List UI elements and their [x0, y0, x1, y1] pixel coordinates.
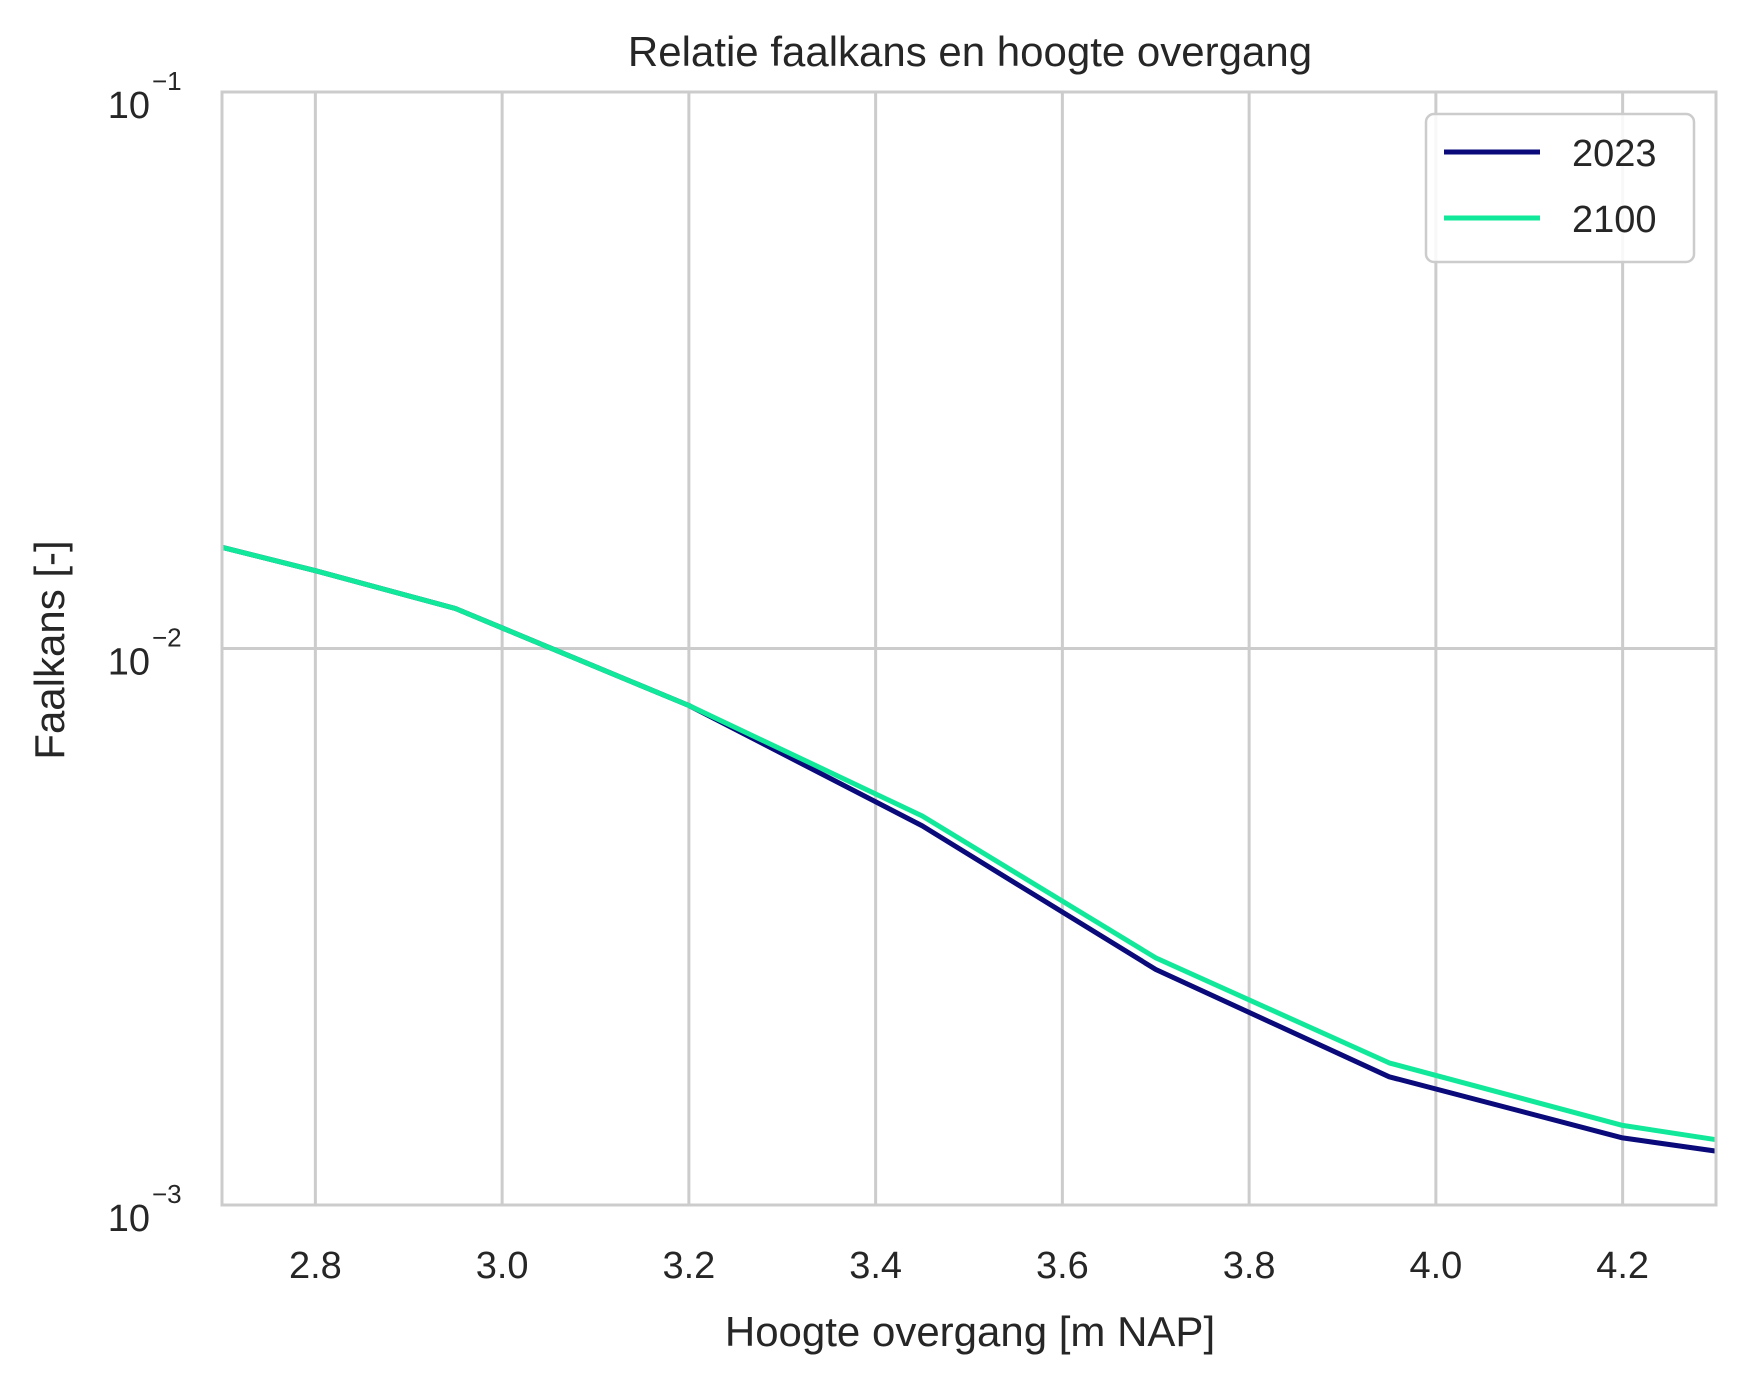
plot-frame: [220, 90, 1718, 1207]
series-line-2100: [221, 544, 1717, 1143]
x-tick-label: 4.0: [1409, 1245, 1462, 1287]
x-tick-label: 3.2: [662, 1245, 715, 1287]
y-tick-exponent: −2: [152, 623, 182, 653]
x-tick-label: 4.2: [1596, 1245, 1649, 1287]
x-tick-label: 3.4: [849, 1245, 902, 1287]
y-axis-label: Faalkans [-]: [26, 540, 73, 759]
x-tick-label: 2.8: [289, 1245, 342, 1287]
x-axis-label: Hoogte overgang [m NAP]: [725, 1308, 1215, 1355]
x-tick-labels: 2.8 3.0 3.2 3.4 3.6 3.8 4.0 4.2: [289, 1245, 1649, 1287]
x-tick-label: 3.8: [1223, 1245, 1276, 1287]
y-tick-labels: 10−110−210−3: [108, 66, 182, 1240]
y-tick-label: 10: [108, 85, 150, 127]
x-tick-label: 3.0: [476, 1245, 529, 1287]
y-tick-exponent: −1: [152, 66, 182, 96]
x-tick-label: 3.6: [1036, 1245, 1089, 1287]
legend-label-2100: 2100: [1572, 199, 1657, 241]
y-tick-label: 10: [108, 642, 150, 684]
series-line-2023: [221, 544, 1717, 1154]
chart-title: Relatie faalkans en hoogte overgang: [628, 28, 1312, 75]
y-tick-exponent: −3: [152, 1179, 182, 1209]
legend-label-2023: 2023: [1572, 133, 1657, 175]
y-tick-label: 10: [108, 1198, 150, 1240]
legend: 2023 2100: [1424, 112, 1696, 264]
series-lines: [221, 544, 1717, 1154]
